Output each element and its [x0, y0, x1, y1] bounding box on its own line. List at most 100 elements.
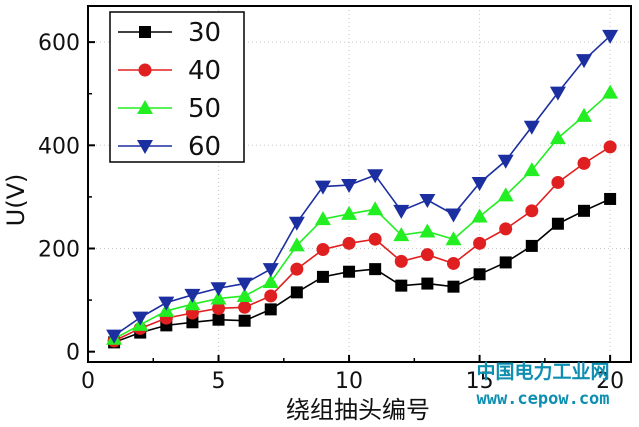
- series-60: [106, 29, 619, 344]
- data-point: [576, 107, 593, 122]
- x-tick-label: 10: [335, 369, 363, 394]
- data-point: [343, 265, 356, 278]
- data-point: [210, 282, 227, 297]
- x-tick-label: 0: [81, 369, 95, 394]
- data-point: [132, 311, 149, 326]
- data-point: [342, 236, 356, 250]
- legend-item: 30: [118, 18, 221, 48]
- y-tick-label: 400: [38, 134, 80, 159]
- data-point: [394, 254, 408, 268]
- y-tick-label: 600: [38, 31, 80, 56]
- data-point: [549, 130, 566, 145]
- data-point: [445, 208, 462, 223]
- data-point: [421, 277, 434, 290]
- legend-marker: [137, 140, 153, 154]
- data-point: [604, 192, 617, 205]
- series-30: [108, 192, 617, 349]
- data-point: [288, 216, 305, 231]
- legend-marker: [138, 63, 152, 77]
- watermark: 中国电力工业网 www.cepow.com: [476, 360, 609, 409]
- x-tick-label: 5: [212, 369, 226, 394]
- data-point: [419, 223, 436, 238]
- data-point: [393, 204, 410, 219]
- data-point: [262, 263, 279, 278]
- data-point: [184, 296, 201, 311]
- data-point: [525, 239, 538, 252]
- data-point: [551, 175, 565, 189]
- data-point: [368, 232, 382, 246]
- legend-label: 50: [188, 94, 221, 124]
- watermark-title: 中国电力工业网: [476, 360, 609, 383]
- data-point: [447, 280, 460, 293]
- data-point: [523, 120, 540, 135]
- data-point: [314, 211, 331, 226]
- data-point: [341, 179, 358, 194]
- y-axis-title: U(V): [2, 174, 30, 227]
- legend-label: 30: [188, 18, 221, 48]
- data-point: [264, 289, 278, 303]
- data-point: [499, 256, 512, 269]
- data-point: [603, 140, 617, 154]
- watermark-url: www.cepow.com: [476, 389, 609, 409]
- data-point: [238, 314, 251, 327]
- data-point: [393, 227, 410, 242]
- data-point: [262, 274, 279, 289]
- plot-frame: [87, 5, 632, 363]
- data-point: [184, 288, 201, 303]
- data-point: [186, 316, 199, 329]
- legend-marker: [137, 100, 153, 114]
- data-point: [290, 286, 303, 299]
- data-point: [316, 270, 329, 283]
- data-point: [236, 277, 253, 292]
- data-point: [497, 154, 514, 169]
- data-point: [471, 208, 488, 223]
- data-point: [106, 329, 123, 344]
- data-point: [367, 201, 384, 216]
- data-point: [497, 187, 514, 202]
- data-point: [369, 263, 382, 276]
- data-point: [212, 301, 226, 315]
- legend-label: 60: [188, 132, 221, 162]
- data-point: [212, 313, 225, 326]
- legend-item: 50: [118, 94, 221, 124]
- data-point: [602, 84, 619, 99]
- data-point: [316, 243, 330, 257]
- data-point: [236, 287, 253, 302]
- legend-item: 60: [118, 132, 221, 162]
- plot-border: [87, 5, 632, 363]
- data-point: [473, 236, 487, 250]
- data-point: [210, 290, 227, 305]
- data-point: [290, 262, 304, 276]
- data-point: [525, 204, 539, 218]
- legend-box: [109, 11, 245, 163]
- data-point: [499, 222, 513, 236]
- legend: 30 40 50 60: [109, 11, 245, 163]
- data-point: [420, 248, 434, 262]
- data-point: [578, 204, 591, 217]
- legend-item: 40: [118, 56, 221, 86]
- data-point: [395, 279, 408, 292]
- x-tick-label: 20: [596, 369, 624, 394]
- data-point: [264, 303, 277, 316]
- data-point: [523, 162, 540, 177]
- y-tick-label: 0: [66, 341, 80, 366]
- data-point: [576, 54, 593, 69]
- x-axis-title: 绕组抽头编号: [286, 396, 430, 424]
- legend-label: 40: [188, 56, 221, 86]
- data-point: [445, 231, 462, 246]
- data-point: [158, 296, 175, 311]
- y-tick-label: 200: [38, 237, 80, 262]
- data-point: [471, 176, 488, 191]
- data-point: [577, 156, 591, 170]
- data-point: [602, 29, 619, 44]
- data-point: [341, 205, 358, 220]
- data-point: [367, 169, 384, 184]
- data-point: [288, 237, 305, 252]
- series: [106, 29, 619, 349]
- series-40: [107, 140, 617, 348]
- data-point: [446, 256, 460, 270]
- data-point: [238, 300, 252, 314]
- legend-marker: [139, 26, 151, 38]
